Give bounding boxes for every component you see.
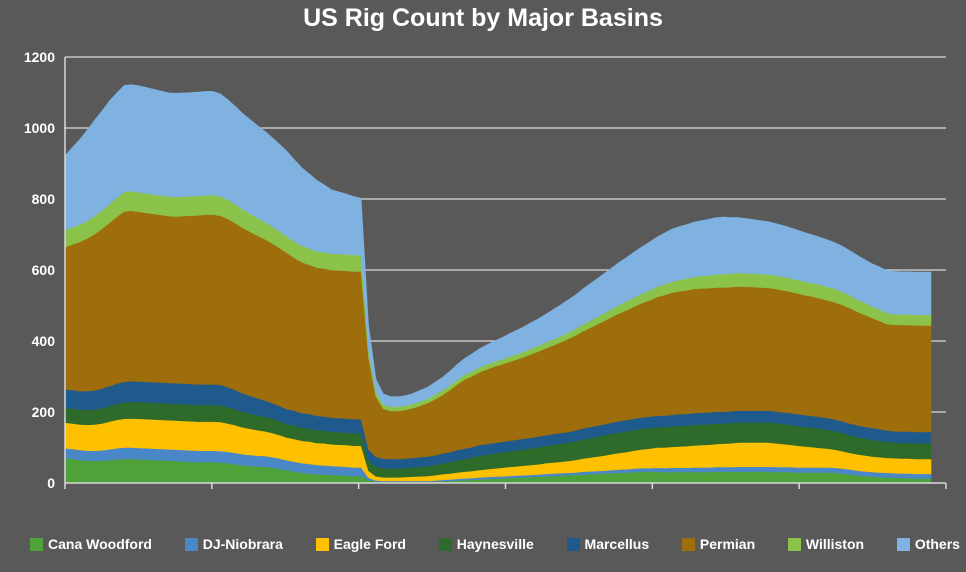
legend-label: Eagle Ford xyxy=(333,536,406,552)
legend-label: Permian xyxy=(699,536,756,552)
y-tick-label: 400 xyxy=(32,333,56,349)
legend-swatch xyxy=(896,537,910,551)
chart-legend: Cana Woodford DJ-Niobrara Eagle Ford Haynes… xyxy=(30,536,960,552)
legend-label: Marcellus xyxy=(584,536,650,552)
legend-item-others: Others xyxy=(896,536,960,552)
legend-swatch xyxy=(787,537,801,551)
legend-label: Haynesville xyxy=(456,536,534,552)
legend-item-marcellus: Marcellus xyxy=(566,536,650,552)
y-tick-label: 1000 xyxy=(24,120,55,136)
legend-swatch xyxy=(681,537,695,551)
legend-item-williston: Williston xyxy=(787,536,865,552)
legend-swatch xyxy=(30,537,43,551)
series-area-others xyxy=(64,84,932,407)
y-tick-label: 200 xyxy=(32,404,56,420)
legend-item-cana-woodford: Cana Woodford xyxy=(30,536,152,552)
y-tick-label: 800 xyxy=(32,191,56,207)
legend-item-eagle-ford: Eagle Ford xyxy=(315,536,406,552)
legend-item-haynesville: Haynesville xyxy=(438,536,534,552)
legend-swatch xyxy=(315,537,329,551)
legend-item-dj-niobrara: DJ-Niobrara xyxy=(184,536,283,552)
legend-label: DJ-Niobrara xyxy=(202,536,283,552)
y-tick-label: 0 xyxy=(47,475,55,491)
y-tick-label: 600 xyxy=(32,262,56,278)
legend-label: Cana Woodford xyxy=(48,536,152,552)
legend-label: Others xyxy=(914,536,960,552)
legend-swatch xyxy=(566,537,580,551)
legend-item-permian: Permian xyxy=(681,536,756,552)
legend-label: Williston xyxy=(805,536,865,552)
legend-swatch xyxy=(438,537,452,551)
legend-swatch xyxy=(184,537,198,551)
chart-title: US Rig Count by Major Basins xyxy=(303,4,663,32)
y-tick-label: 1200 xyxy=(24,49,55,65)
